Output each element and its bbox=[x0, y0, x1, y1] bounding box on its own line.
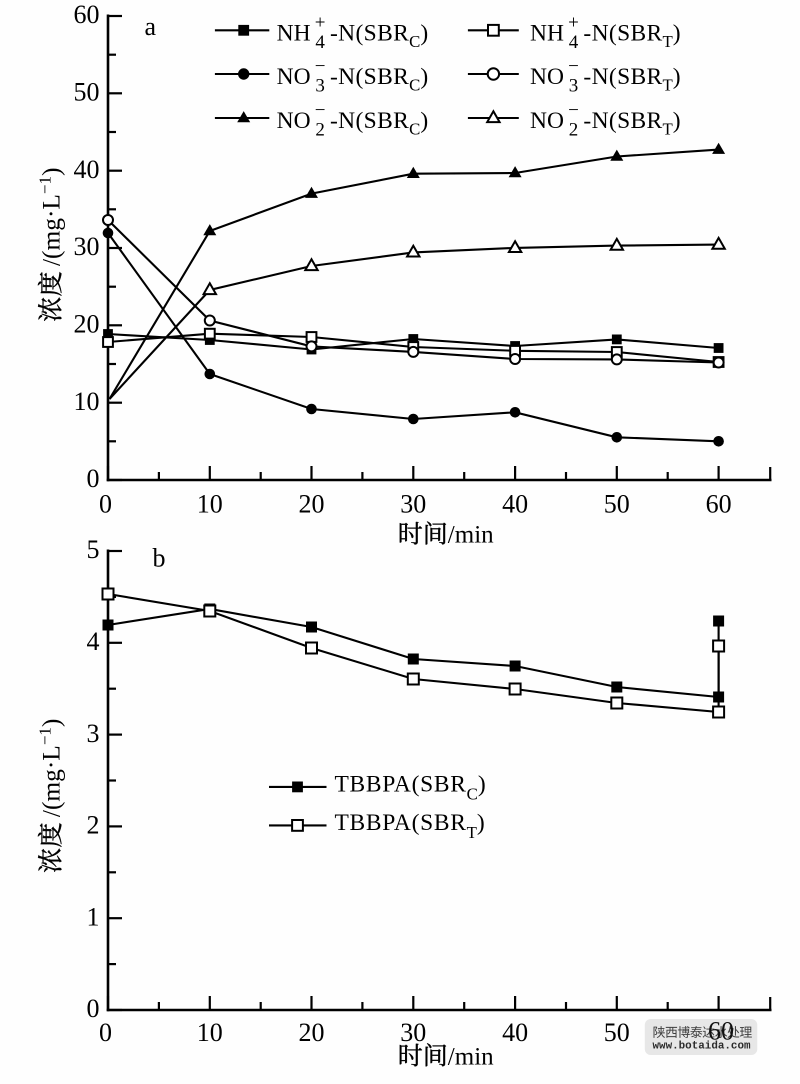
svg-text:1: 1 bbox=[87, 902, 100, 931]
svg-text:NH: NH bbox=[277, 20, 311, 46]
svg-text:3: 3 bbox=[569, 76, 579, 97]
svg-text:NO: NO bbox=[530, 108, 564, 134]
svg-text:3: 3 bbox=[315, 76, 325, 97]
svg-text:0: 0 bbox=[87, 464, 100, 493]
svg-text:−: − bbox=[568, 100, 579, 121]
svg-text:0: 0 bbox=[87, 994, 100, 1023]
svg-text:0: 0 bbox=[99, 1018, 112, 1047]
svg-text:20: 20 bbox=[74, 310, 100, 339]
svg-text:10: 10 bbox=[197, 490, 223, 519]
svg-text:2: 2 bbox=[87, 811, 100, 840]
svg-text:3: 3 bbox=[87, 719, 100, 748]
svg-text:20: 20 bbox=[299, 1018, 325, 1047]
svg-text:30: 30 bbox=[400, 1018, 426, 1047]
svg-text:40: 40 bbox=[74, 155, 100, 184]
svg-text:NH: NH bbox=[530, 20, 564, 46]
svg-text:40: 40 bbox=[502, 1018, 528, 1047]
svg-text:20: 20 bbox=[299, 490, 325, 519]
svg-text:NO: NO bbox=[277, 108, 311, 134]
svg-text:50: 50 bbox=[604, 490, 630, 519]
svg-text:60: 60 bbox=[74, 0, 100, 29]
svg-text:40: 40 bbox=[502, 490, 528, 519]
svg-text:30: 30 bbox=[400, 490, 426, 519]
svg-text:NO: NO bbox=[277, 64, 311, 90]
svg-text:0: 0 bbox=[99, 490, 112, 519]
svg-text:−: − bbox=[568, 56, 579, 77]
svg-text:5: 5 bbox=[87, 535, 100, 564]
svg-text:/min: /min bbox=[448, 522, 494, 549]
svg-text:4: 4 bbox=[315, 32, 325, 53]
svg-text:50: 50 bbox=[604, 1018, 630, 1047]
svg-text:60: 60 bbox=[708, 1016, 734, 1045]
svg-text:10: 10 bbox=[74, 387, 100, 416]
svg-text:+: + bbox=[568, 12, 579, 33]
svg-text:−: − bbox=[315, 100, 326, 121]
svg-text:a: a bbox=[145, 12, 157, 41]
svg-text:10: 10 bbox=[197, 1018, 223, 1047]
svg-text:2: 2 bbox=[315, 120, 325, 141]
svg-text:50: 50 bbox=[74, 78, 100, 107]
svg-text:2: 2 bbox=[569, 120, 579, 141]
svg-text:−: − bbox=[315, 56, 326, 77]
svg-text:b: b bbox=[153, 543, 166, 572]
svg-text:4: 4 bbox=[87, 627, 100, 656]
svg-text:60: 60 bbox=[706, 490, 732, 519]
svg-text:www.botaida.com: www.botaida.com bbox=[653, 1041, 751, 1053]
svg-text:4: 4 bbox=[569, 32, 579, 53]
svg-text:NO: NO bbox=[530, 64, 564, 90]
svg-text:30: 30 bbox=[74, 232, 100, 261]
svg-text:/min: /min bbox=[448, 1043, 494, 1070]
svg-text:+: + bbox=[315, 12, 326, 33]
